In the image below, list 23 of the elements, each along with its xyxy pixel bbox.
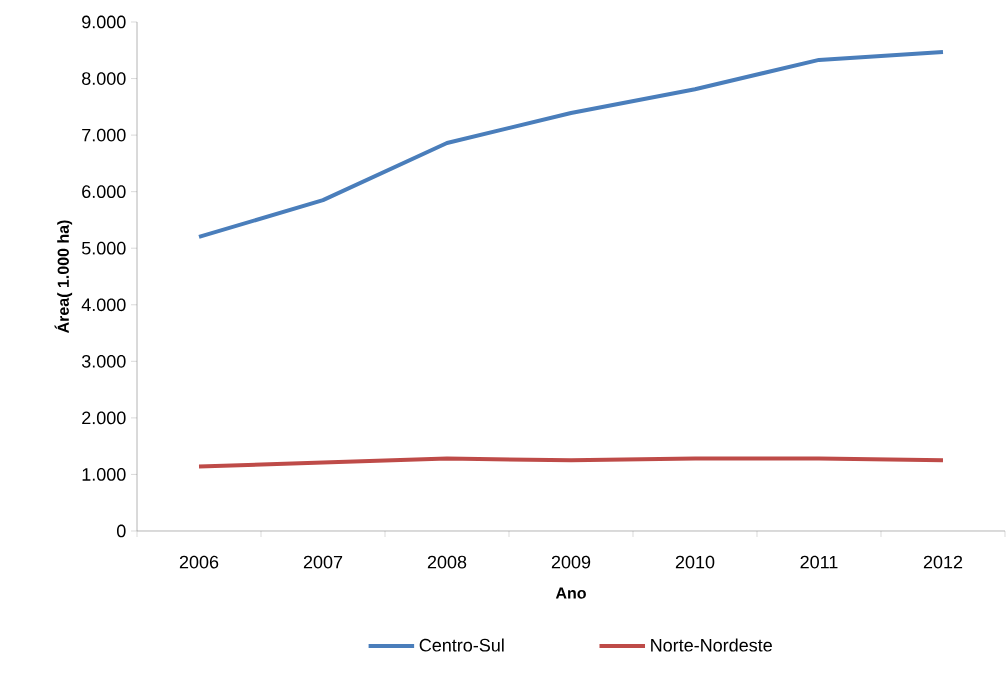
x-tick-label: 2007	[303, 555, 343, 569]
y-axis-title: Área( 1.000 ha)	[54, 220, 73, 334]
y-tick-label: 0	[117, 524, 126, 538]
x-axis-title: Ano	[555, 587, 586, 599]
y-tick-label: 9.000	[82, 15, 126, 29]
y-tick-label: 6.000	[82, 185, 126, 199]
legend-label: Centro-Sul	[419, 638, 504, 652]
x-tick-label: 2010	[675, 555, 715, 569]
y-tick-label: 8.000	[82, 72, 126, 85]
x-tick-label: 2008	[427, 555, 467, 569]
y-tick-label: 5.000	[81, 241, 126, 255]
y-tick-label: 3.000	[81, 354, 126, 368]
x-tick-label: 2012	[923, 555, 963, 569]
y-tick-label: 7.000	[82, 128, 126, 142]
x-tick-label: 2006	[179, 555, 219, 569]
y-tick-label: 1.000	[82, 468, 126, 481]
x-tick-label: 2009	[551, 555, 591, 569]
line-series	[197, 456, 945, 469]
line-series	[197, 49, 945, 239]
y-tick-label: 4.000	[81, 298, 126, 312]
y-tick-label: 2.000	[82, 411, 126, 425]
x-tick-label: 2011	[800, 555, 838, 569]
legend-label: Norte-Nordeste	[651, 638, 772, 652]
